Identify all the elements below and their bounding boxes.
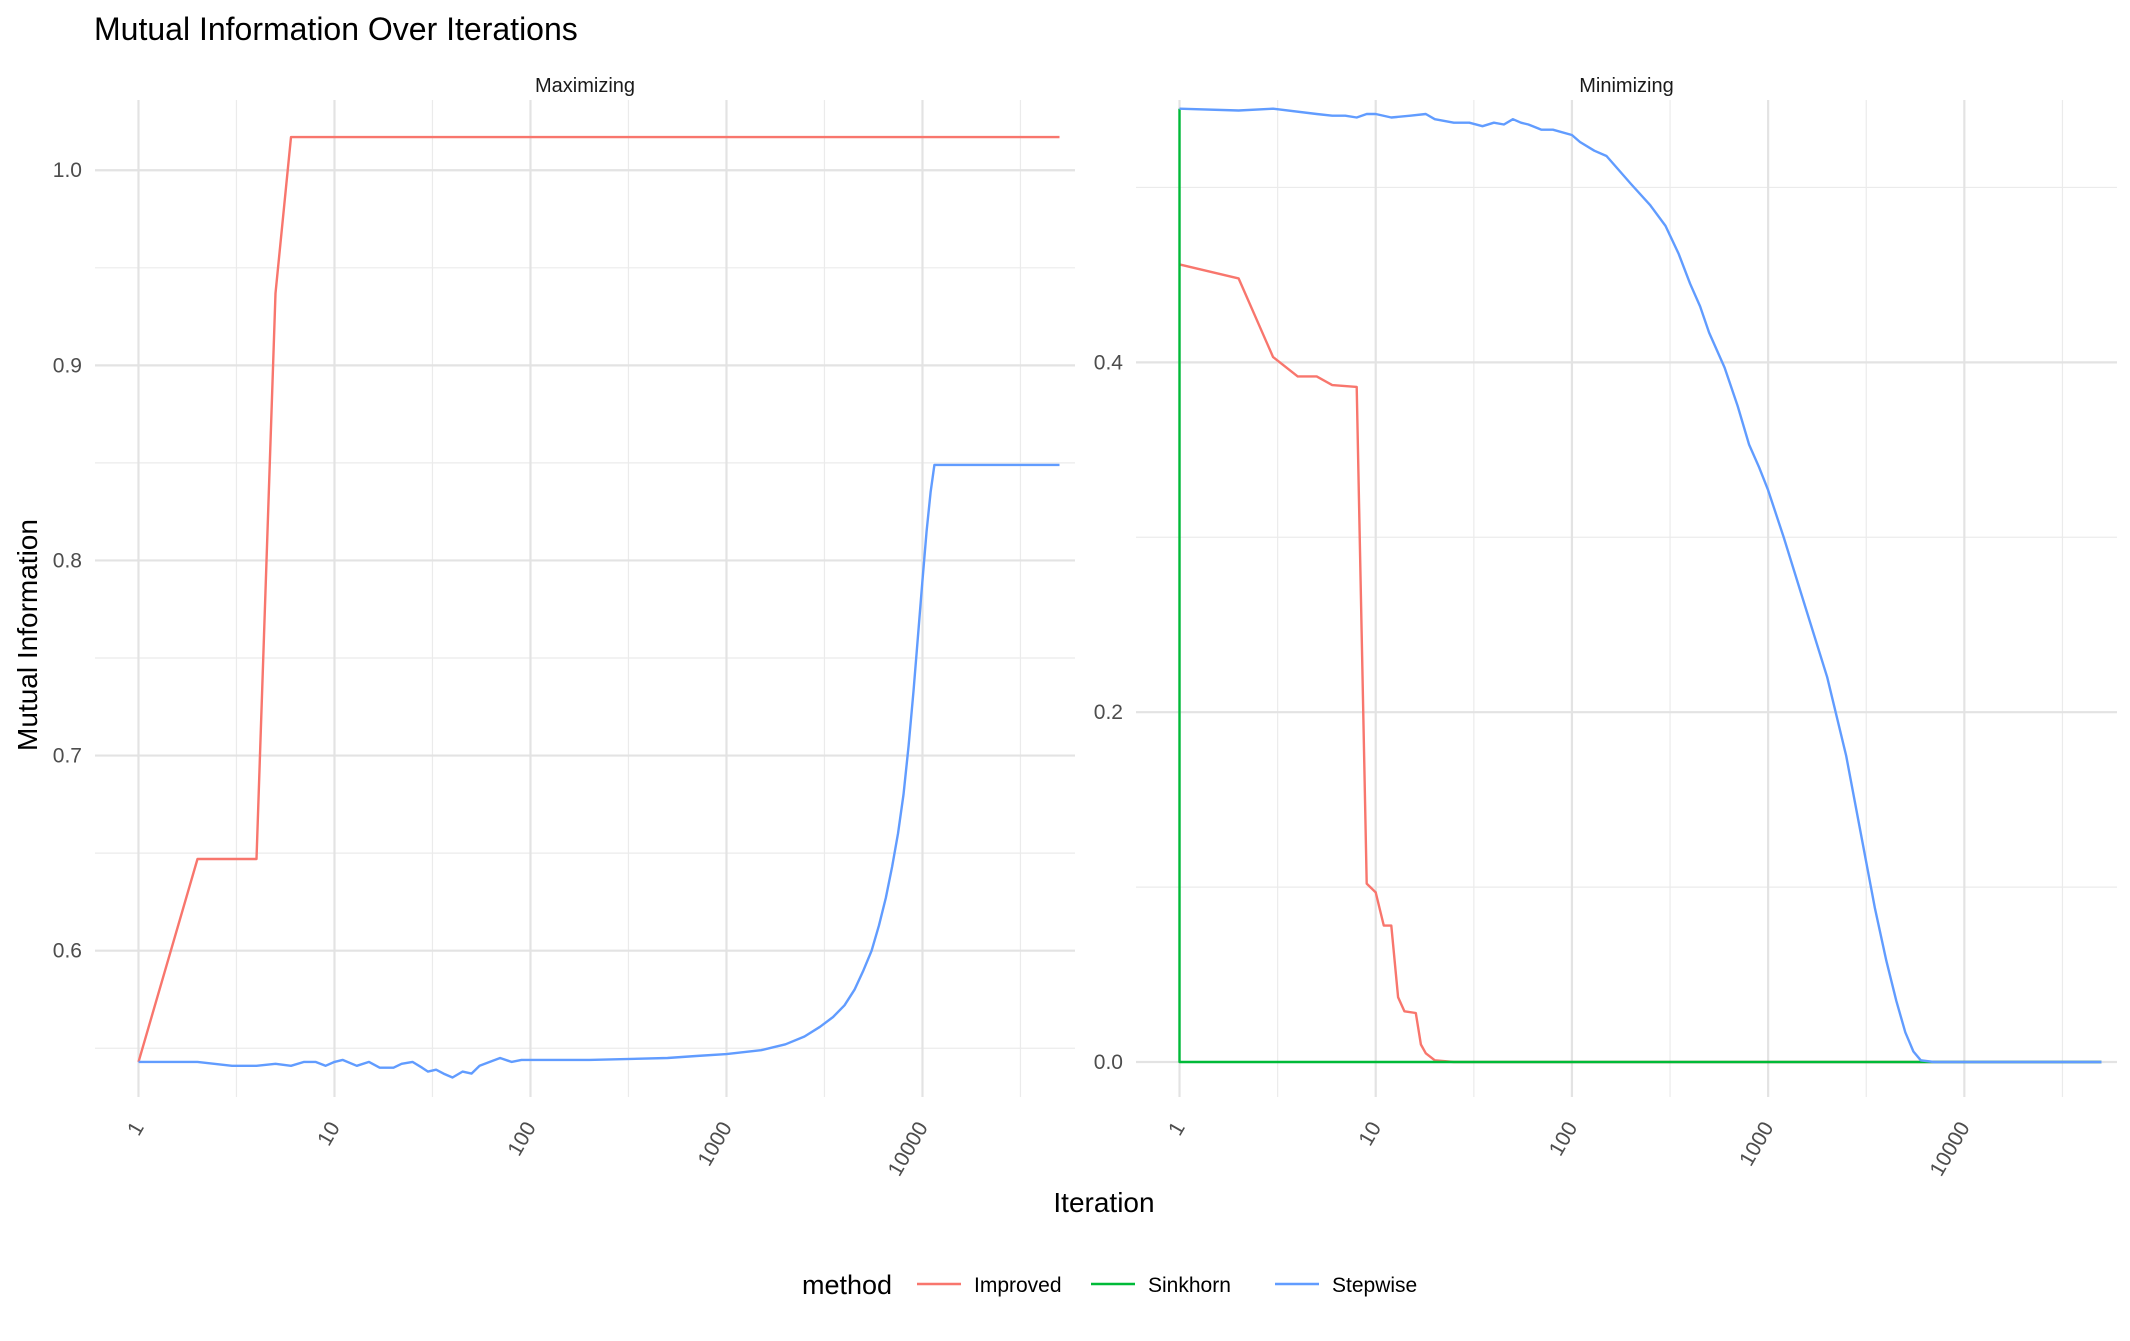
legend-label-sinkhorn: Sinkhorn: [1148, 1274, 1231, 1297]
x-tick-label: 10000: [1926, 1118, 1975, 1180]
y-tick-label: 0.9: [53, 354, 82, 377]
y-tick-label: 0.4: [1094, 351, 1124, 374]
x-axis-label: Iteration: [1053, 1187, 1154, 1218]
y-tick-label: 0.6: [53, 940, 82, 963]
series-line-improved: [137, 135, 1060, 1063]
y-tick-label: 0.8: [53, 549, 82, 572]
series-line-stepwise: [138, 463, 1060, 1079]
x-tick-label: 100: [503, 1118, 540, 1160]
facet-strip-label: Minimizing: [1579, 75, 1673, 97]
x-tick-label: 10000: [884, 1118, 933, 1180]
y-tick-label: 0.0: [1094, 1051, 1123, 1074]
chart-title: Mutual Information Over Iterations: [94, 11, 578, 47]
legend: method Improved Sinkhorn Stepwise: [802, 1270, 1417, 1300]
legend-label-stepwise: Stepwise: [1332, 1274, 1417, 1297]
legend-label-improved: Improved: [974, 1274, 1062, 1297]
x-tick-label: 100: [1545, 1118, 1582, 1160]
series-line-stepwise: [1179, 107, 2102, 1064]
x-tick-label: 10: [1354, 1118, 1386, 1150]
y-tick-label: 0.7: [53, 745, 82, 768]
y-tick-label: 1.0: [53, 159, 82, 182]
facet-minimizing: Minimizing 0.0 0.2 0.4 1 10 100 1000 10000: [1094, 75, 2117, 1180]
x-tick-label: 1000: [1735, 1118, 1778, 1170]
legend-title: method: [802, 1270, 892, 1300]
facet-maximizing: Maximizing 0.6 0.7 0.8 0.9 1.0 1 10 100 1000 10000: [53, 75, 1075, 1180]
series-line-improved: [1179, 263, 2102, 1064]
x-tick-label: 1000: [694, 1118, 737, 1170]
x-tick-label: 1: [1164, 1118, 1190, 1140]
facet-strip-label: Maximizing: [535, 75, 635, 97]
series-line-sinkhorn: [1178, 108, 2102, 1064]
y-tick-label: 0.2: [1094, 701, 1123, 724]
y-axis-label: Mutual Information: [12, 519, 43, 751]
x-tick-label: 1: [123, 1118, 149, 1140]
x-tick-label: 10: [313, 1118, 345, 1150]
